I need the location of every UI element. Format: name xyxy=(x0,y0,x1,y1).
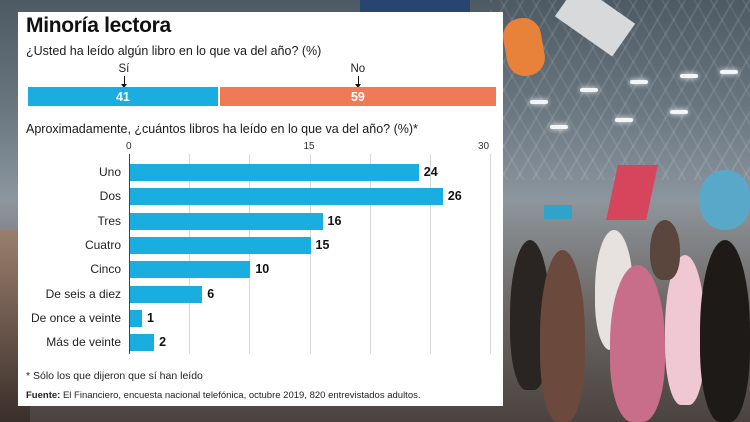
display-screen xyxy=(544,205,572,219)
bar xyxy=(130,188,443,206)
stacked-bar-q1: 41 59 xyxy=(28,87,496,106)
footnote: * Sólo los que dijeron que sí han leído xyxy=(26,370,203,382)
bar xyxy=(130,236,311,254)
gridline xyxy=(429,154,431,354)
label-si: Sí xyxy=(118,63,130,75)
stacked-segment-si: 41 xyxy=(28,87,218,106)
arrow-no-icon xyxy=(354,76,361,88)
question-2: Aproximadamente, ¿cuántos libros ha leíd… xyxy=(26,122,418,136)
source-label: Fuente: xyxy=(26,390,61,401)
gridline xyxy=(490,154,491,354)
category-label: Más de veinte xyxy=(46,335,121,350)
bar xyxy=(130,309,143,327)
question-1: ¿Usted ha leído algún libro en lo que va… xyxy=(26,44,322,58)
source-text: El Financiero, encuesta nacional telefón… xyxy=(62,390,421,401)
bar-value-label: 16 xyxy=(327,213,342,228)
x-tick-label: 0 xyxy=(126,141,132,152)
stacked-segment-no: 59 xyxy=(219,87,496,106)
bar-value-label: 10 xyxy=(255,262,270,277)
label-no: No xyxy=(350,63,366,75)
bar-value-label: 2 xyxy=(159,335,167,350)
gridline xyxy=(189,154,191,354)
bar xyxy=(130,212,323,230)
source: Fuente: El Financiero, encuesta nacional… xyxy=(26,390,421,401)
x-tick-label: 30 xyxy=(478,141,490,152)
bar-value-label: 1 xyxy=(147,310,154,325)
bar-value-label: 26 xyxy=(447,189,462,204)
category-label: Cinco xyxy=(90,262,121,277)
category-label: Cuatro xyxy=(84,237,121,252)
ceiling-sign xyxy=(360,0,470,14)
bar-value-label: 15 xyxy=(315,237,330,252)
category-label: Dos xyxy=(99,189,121,204)
category-label: De once a veinte xyxy=(30,310,121,325)
chart-title: Minoría lectora xyxy=(26,14,171,37)
infographic-card: Minoría lectora ¿Usted ha leído algún li… xyxy=(18,12,503,406)
gridline xyxy=(309,154,311,354)
booth-blue xyxy=(700,170,750,230)
category-label: Tres xyxy=(97,213,121,228)
bar xyxy=(130,285,203,303)
arrow-si-icon xyxy=(120,76,127,88)
y-axis-line xyxy=(129,154,130,354)
bar-value-label: 6 xyxy=(207,286,215,301)
category-label: Uno xyxy=(98,165,121,179)
bar-value-label: 24 xyxy=(423,165,438,179)
gridline xyxy=(249,154,251,354)
gridline xyxy=(369,154,371,354)
category-label: De seis a diez xyxy=(45,286,121,301)
crowd xyxy=(500,220,750,422)
bar xyxy=(130,164,419,181)
bar xyxy=(130,334,155,352)
ceiling-lights xyxy=(520,70,750,150)
x-tick-label: 15 xyxy=(303,141,315,152)
bar-chart-q2: 0 15 30 Uno 24 Dos 26 Tres 16 Cuatro 15 Cinco 10 De s… xyxy=(18,12,503,406)
bar xyxy=(130,261,251,279)
